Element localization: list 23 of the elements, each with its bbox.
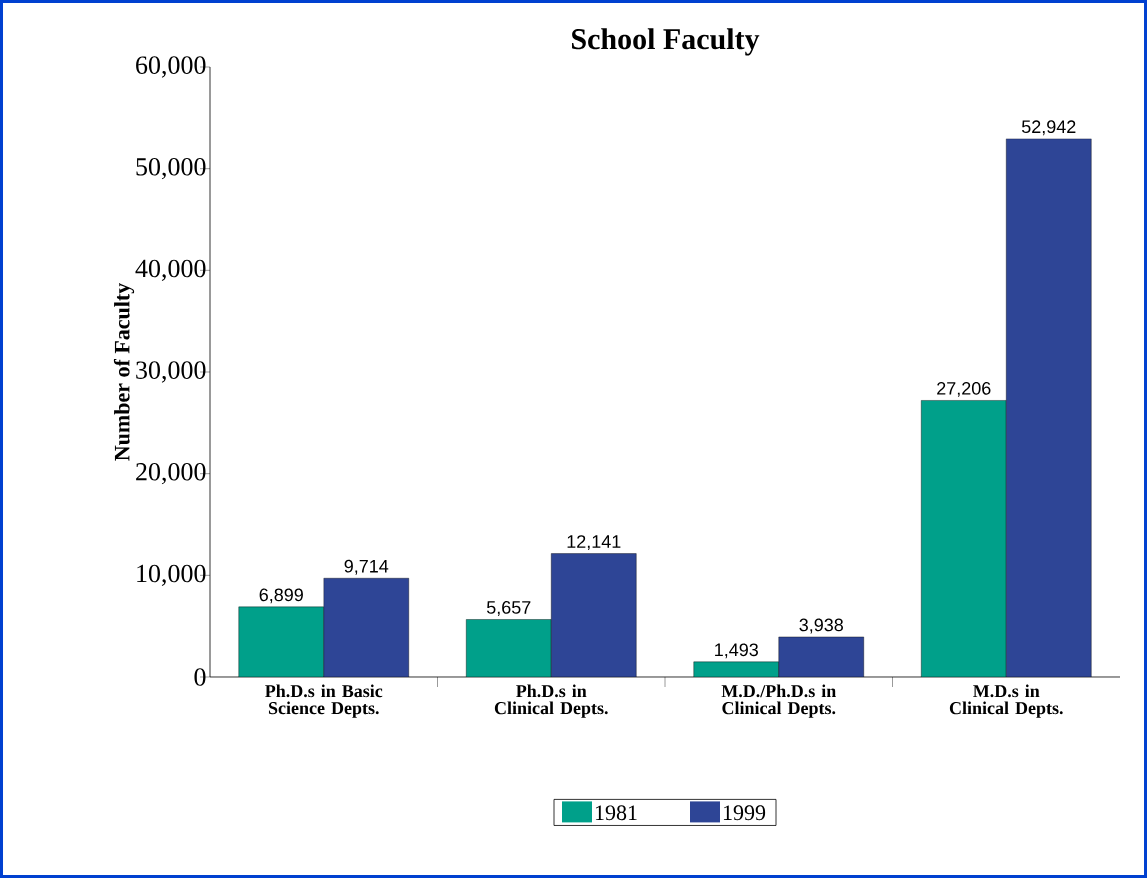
data-label: 6,899 xyxy=(259,588,303,604)
y-tick-label: 20,000 xyxy=(136,463,206,485)
data-label: 3,938 xyxy=(799,618,843,634)
x-tick-label: Ph.D.s in Clinical Depts. xyxy=(494,684,608,718)
y-axis-title: Number of Faculty xyxy=(113,283,135,461)
x-tick-label: M.D./Ph.D.s in Clinical Depts. xyxy=(721,684,836,718)
y-tick-label: 40,000 xyxy=(135,259,206,281)
y-tick-label: 30,000 xyxy=(136,361,206,383)
data-label: 5,657 xyxy=(486,601,531,616)
x-tick-label: M.D.s in Clinical Depts. xyxy=(949,684,1063,718)
y-tick-label: 60,000 xyxy=(136,56,206,78)
y-tick-label: 10,000 xyxy=(137,564,206,586)
data-label: 12,141 xyxy=(567,535,621,551)
data-label: 1,493 xyxy=(715,643,758,659)
x-tick-label: Ph.D.s in Basic Science Depts. xyxy=(265,684,383,718)
legend-label: 1981 xyxy=(595,805,637,821)
y-tick-label: 50,000 xyxy=(136,158,206,180)
y-tick-label: 0 xyxy=(194,668,206,686)
chart-title: School Faculty xyxy=(572,28,760,56)
data-label: 27,206 xyxy=(937,381,991,397)
data-label: 9,714 xyxy=(344,559,389,575)
data-label: 52,942 xyxy=(1021,120,1076,136)
legend-label: 1999 xyxy=(723,805,766,821)
